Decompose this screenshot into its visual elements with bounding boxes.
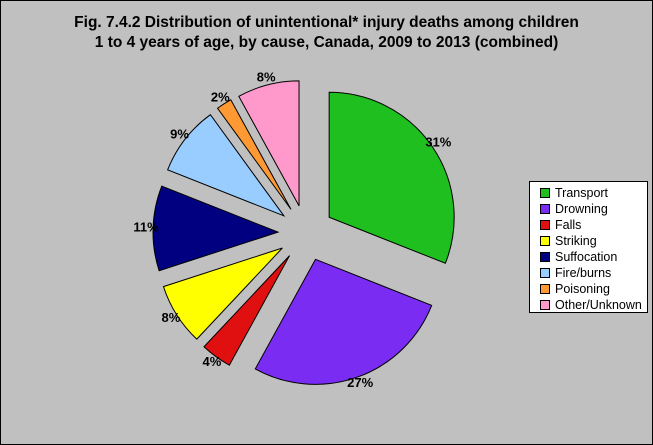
data-label-falls: 4% xyxy=(203,354,222,369)
legend-swatch-striking xyxy=(540,236,550,246)
legend-item-falls: Falls xyxy=(540,217,647,233)
data-label-suffocation: 11% xyxy=(133,219,159,234)
pie-slice-drowning xyxy=(254,258,433,385)
legend-swatch-fire-burns xyxy=(540,268,550,278)
pie-slice-poisoning xyxy=(216,99,292,210)
pie-slice-fire-burns xyxy=(167,114,286,217)
legend: Transport Drowning Falls Striking Suffocatio… xyxy=(529,181,648,313)
legend-label-suffocation: Suffocation xyxy=(555,250,618,264)
chart-title: Fig. 7.4.2 Distribution of unintentional… xyxy=(1,13,652,53)
data-label-poisoning: 2% xyxy=(211,89,230,104)
pie-slice-transport xyxy=(328,91,455,264)
data-label-fire-burns: 9% xyxy=(170,126,189,141)
legend-item-transport: Transport xyxy=(540,185,647,201)
legend-swatch-falls xyxy=(540,220,550,230)
data-label-drowning: 27% xyxy=(347,375,373,390)
legend-label-transport: Transport xyxy=(555,186,609,200)
pie-slice-falls xyxy=(203,255,290,366)
legend-item-striking: Striking xyxy=(540,233,647,249)
pie-slice-striking xyxy=(162,247,283,340)
data-label-other-unknown: 8% xyxy=(257,69,276,84)
legend-label-other-unknown: Other/Unknown xyxy=(555,298,642,312)
chart-title-line-1: Fig. 7.4.2 Distribution of unintentional… xyxy=(74,14,579,31)
legend-swatch-poisoning xyxy=(540,284,550,294)
pie-slice-suffocation xyxy=(152,185,280,272)
legend-label-falls: Falls xyxy=(555,218,582,232)
pie-slice-other-unknown xyxy=(238,80,300,207)
data-label-transport: 31% xyxy=(425,135,451,150)
legend-swatch-suffocation xyxy=(540,252,550,262)
legend-swatch-transport xyxy=(540,188,550,198)
legend-item-drowning: Drowning xyxy=(540,201,647,217)
legend-label-drowning: Drowning xyxy=(555,202,608,216)
legend-swatch-other-unknown xyxy=(540,300,550,310)
legend-label-poisoning: Poisoning xyxy=(555,282,610,296)
legend-label-fire-burns: Fire/burns xyxy=(555,266,612,280)
legend-item-fire-burns: Fire/burns xyxy=(540,265,647,281)
legend-swatch-drowning xyxy=(540,204,550,214)
legend-label-striking: Striking xyxy=(555,234,597,248)
data-label-striking: 8% xyxy=(162,310,181,325)
legend-item-poisoning: Poisoning xyxy=(540,281,647,297)
chart-title-line-2: 1 to 4 years of age, by cause, Canada, 2… xyxy=(94,34,559,51)
legend-item-other-unknown: Other/Unknown xyxy=(540,297,647,313)
legend-item-suffocation: Suffocation xyxy=(540,249,647,265)
